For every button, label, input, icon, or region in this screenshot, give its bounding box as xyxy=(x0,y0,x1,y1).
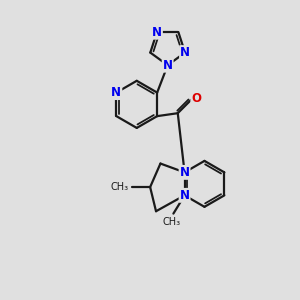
Text: N: N xyxy=(180,189,190,202)
Text: CH₃: CH₃ xyxy=(111,182,129,192)
Text: N: N xyxy=(180,46,190,59)
Text: O: O xyxy=(191,92,201,105)
Text: N: N xyxy=(163,59,173,72)
Text: N: N xyxy=(111,86,122,99)
Text: N: N xyxy=(152,26,162,39)
Text: CH₃: CH₃ xyxy=(163,217,181,227)
Text: N: N xyxy=(180,166,190,179)
